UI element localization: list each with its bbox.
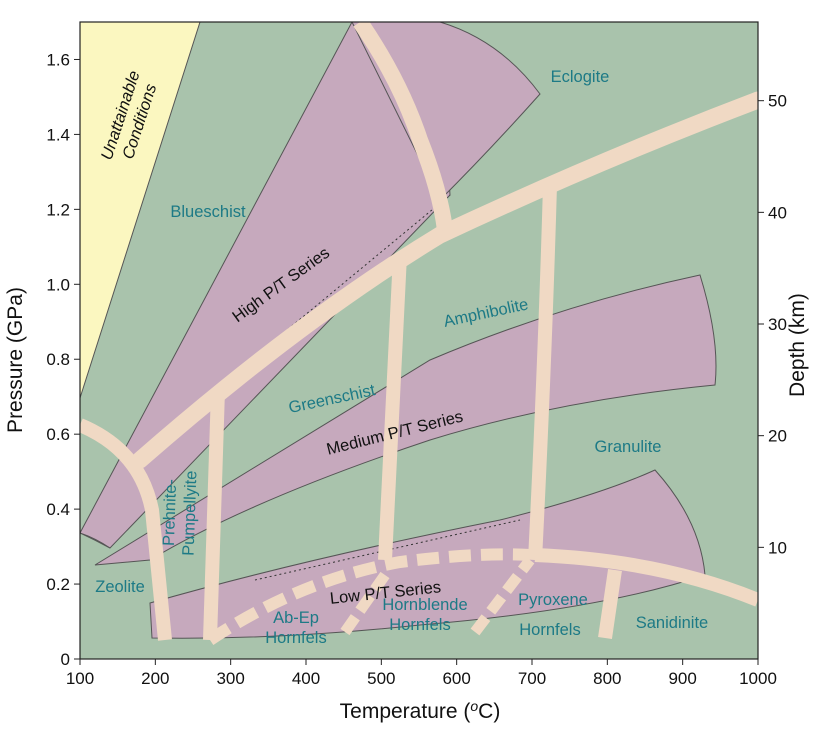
x-tick-label: 900 [668,669,696,688]
prehnite-label-2: Pumpellyite [180,470,201,556]
prehnite-pumpellyite-region [94,274,717,566]
y2-tick-label: 10 [768,538,787,557]
x-tick-label: 400 [292,669,320,688]
hornblende-label-2: Hornfels [389,616,450,634]
x-tick-label: 800 [593,669,621,688]
granulite-label: Granulite [595,438,662,456]
y-tick-label: 1.0 [46,275,70,294]
x-tick-label: 200 [141,669,169,688]
y-tick-label: 0.4 [46,500,70,519]
sanidinite-label: Sanidinite [636,614,708,632]
y-tick-label: 0.2 [46,575,70,594]
y2-axis-title: Depth (km) [786,293,809,397]
y2-tick-label: 20 [768,427,787,446]
ab-ep-label-2: Hornfels [265,629,326,647]
blueschist-label: Blueschist [170,203,246,221]
zeolite-label: Zeolite [95,578,145,596]
pyroxene-label-2: Hornfels [519,621,580,639]
plot-frame [79,21,759,660]
x-tick-label: 300 [216,669,244,688]
x-tick-label: 100 [66,669,94,688]
y-axis: 0 0.2 0.4 0.6 0.8 1.0 1.2 1.4 1.6 [46,50,80,669]
high-pt-series-band [131,91,758,469]
y-tick-label: 1.4 [46,125,70,144]
y-tick-label: 1.2 [46,200,70,219]
x-tick-label: 600 [442,669,470,688]
prehnite-label-1: Prehnite- [160,479,180,547]
x-axis-title: Temperature (oC) [340,698,501,723]
x-tick-label: 1000 [739,669,777,688]
y2-tick-label: 30 [768,315,787,334]
y-tick-label: 1.6 [46,50,70,69]
x-tick-label: 700 [518,669,546,688]
pyroxene-label-1: Pyroxene [518,591,588,609]
x-tick-label: 500 [367,669,395,688]
y2-axis: 10 20 30 40 50 [758,92,787,557]
y-tick-label: 0 [61,650,70,669]
hornblende-label-1: Hornblende [382,596,467,614]
x-axis: 100 200 300 400 500 600 700 800 900 1000 [66,659,777,688]
y2-tick-label: 40 [768,203,787,222]
y2-tick-label: 50 [768,92,787,111]
y-axis-title: Pressure (GPa) [4,287,27,433]
ab-ep-label-1: Ab-Ep [273,609,319,627]
eclogite-region [351,22,541,201]
y-tick-label: 0.8 [46,350,70,369]
y-tick-label: 0.6 [46,425,70,444]
unattainable-region [80,22,201,399]
eclogite-label: Eclogite [551,68,610,86]
